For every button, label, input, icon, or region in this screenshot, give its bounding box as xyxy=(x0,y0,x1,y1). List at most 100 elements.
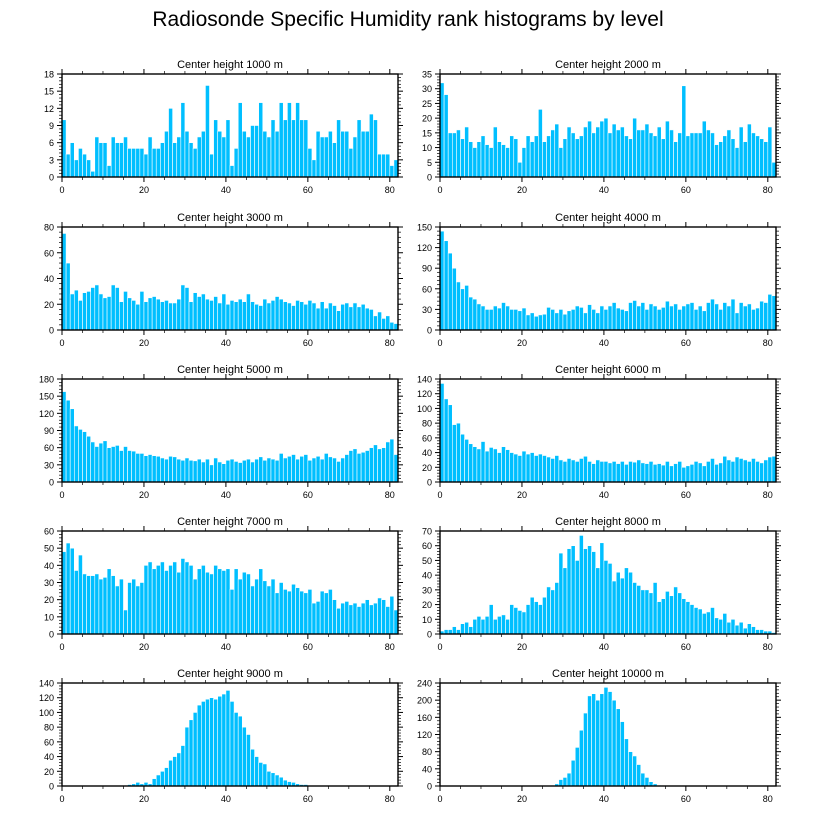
bar xyxy=(730,138,736,178)
bar xyxy=(468,141,474,178)
bar xyxy=(460,288,465,331)
bar xyxy=(619,126,625,178)
bar xyxy=(258,762,264,787)
bar xyxy=(282,589,288,635)
bar xyxy=(451,626,457,635)
y-tick-label: 10 xyxy=(422,143,432,153)
bar xyxy=(160,142,165,178)
bar xyxy=(127,148,132,178)
bar xyxy=(229,589,235,635)
bar xyxy=(323,592,329,635)
bar xyxy=(546,307,551,331)
bar xyxy=(656,309,662,331)
bar xyxy=(373,315,378,331)
bar xyxy=(254,458,259,483)
bar xyxy=(291,119,296,178)
bar xyxy=(464,439,469,483)
bar xyxy=(505,147,510,178)
bar xyxy=(160,561,165,635)
bar xyxy=(685,303,691,331)
x-tick-label: 20 xyxy=(517,185,527,195)
bar xyxy=(660,598,666,635)
bar xyxy=(599,542,605,635)
bar xyxy=(196,458,202,483)
bar xyxy=(110,575,116,635)
bar xyxy=(673,303,678,331)
bar xyxy=(94,136,100,178)
bar xyxy=(488,147,494,178)
bar xyxy=(615,708,621,787)
bar xyxy=(607,305,613,331)
x-tick-label: 80 xyxy=(385,490,395,500)
bar xyxy=(611,123,617,178)
panel-title: Center height 3000 m xyxy=(177,212,283,224)
bar xyxy=(151,568,157,635)
bar xyxy=(517,610,523,635)
y-tick-label: 30 xyxy=(422,305,432,315)
bar xyxy=(123,291,128,331)
y-tick-label: 200 xyxy=(417,696,432,706)
bar xyxy=(205,571,210,635)
bar xyxy=(574,138,580,178)
y-tick-label: 40 xyxy=(422,571,432,581)
bar xyxy=(632,461,637,483)
bar xyxy=(443,240,449,331)
bar xyxy=(217,695,223,787)
bar xyxy=(468,443,474,483)
bar xyxy=(619,461,625,483)
bar xyxy=(323,307,329,331)
y-tick-label: 40 xyxy=(422,448,432,458)
y-tick-label: 60 xyxy=(422,284,432,294)
bar xyxy=(759,462,765,483)
bar xyxy=(266,585,272,635)
bar xyxy=(221,570,227,635)
bar xyxy=(278,776,284,787)
bar xyxy=(307,589,313,635)
bar-series xyxy=(61,391,399,483)
bar xyxy=(369,604,374,635)
bar xyxy=(299,590,305,635)
bar xyxy=(607,563,613,635)
x-tick-label: 80 xyxy=(763,794,773,804)
bar xyxy=(106,165,112,178)
bar xyxy=(550,458,556,483)
bar xyxy=(558,459,564,483)
bar xyxy=(742,141,748,178)
bar xyxy=(94,573,100,635)
bar xyxy=(278,582,284,635)
y-tick-label: 5 xyxy=(427,158,432,168)
bar xyxy=(147,136,153,178)
y-tick-label: 20 xyxy=(44,595,54,605)
bar xyxy=(587,545,592,635)
bar xyxy=(447,404,453,483)
bar xyxy=(497,307,502,331)
y-tick-label: 100 xyxy=(39,708,54,718)
bar xyxy=(587,120,592,178)
bar xyxy=(164,130,169,178)
bar xyxy=(533,601,539,635)
bar xyxy=(611,461,617,483)
panel-title: Center height 4000 m xyxy=(555,212,661,224)
y-tick-label: 90 xyxy=(44,426,54,436)
bar xyxy=(554,123,560,178)
y-tick-label: 0 xyxy=(427,173,432,183)
plot-frame xyxy=(439,530,777,635)
bar xyxy=(266,136,272,178)
x-tick-label: 0 xyxy=(59,794,64,804)
bar xyxy=(98,578,104,635)
panel-5: Center height 5000 m 0 30 60 90 120 150 180 0 20 4… xyxy=(39,364,403,500)
panel-6: Center height 6000 m 0 20 40 60 80 100 120 140 0 2… xyxy=(417,364,781,500)
bar xyxy=(270,458,276,483)
bar xyxy=(237,462,243,483)
bar xyxy=(246,458,251,483)
bar xyxy=(241,130,247,178)
bar xyxy=(180,459,186,483)
bar xyxy=(282,457,288,483)
bar xyxy=(579,307,584,331)
bar xyxy=(348,306,354,331)
bar xyxy=(254,125,259,178)
panel-title: Center height 6000 m xyxy=(555,364,661,376)
bar xyxy=(369,113,374,178)
bar xyxy=(385,153,391,178)
bar xyxy=(484,144,490,178)
